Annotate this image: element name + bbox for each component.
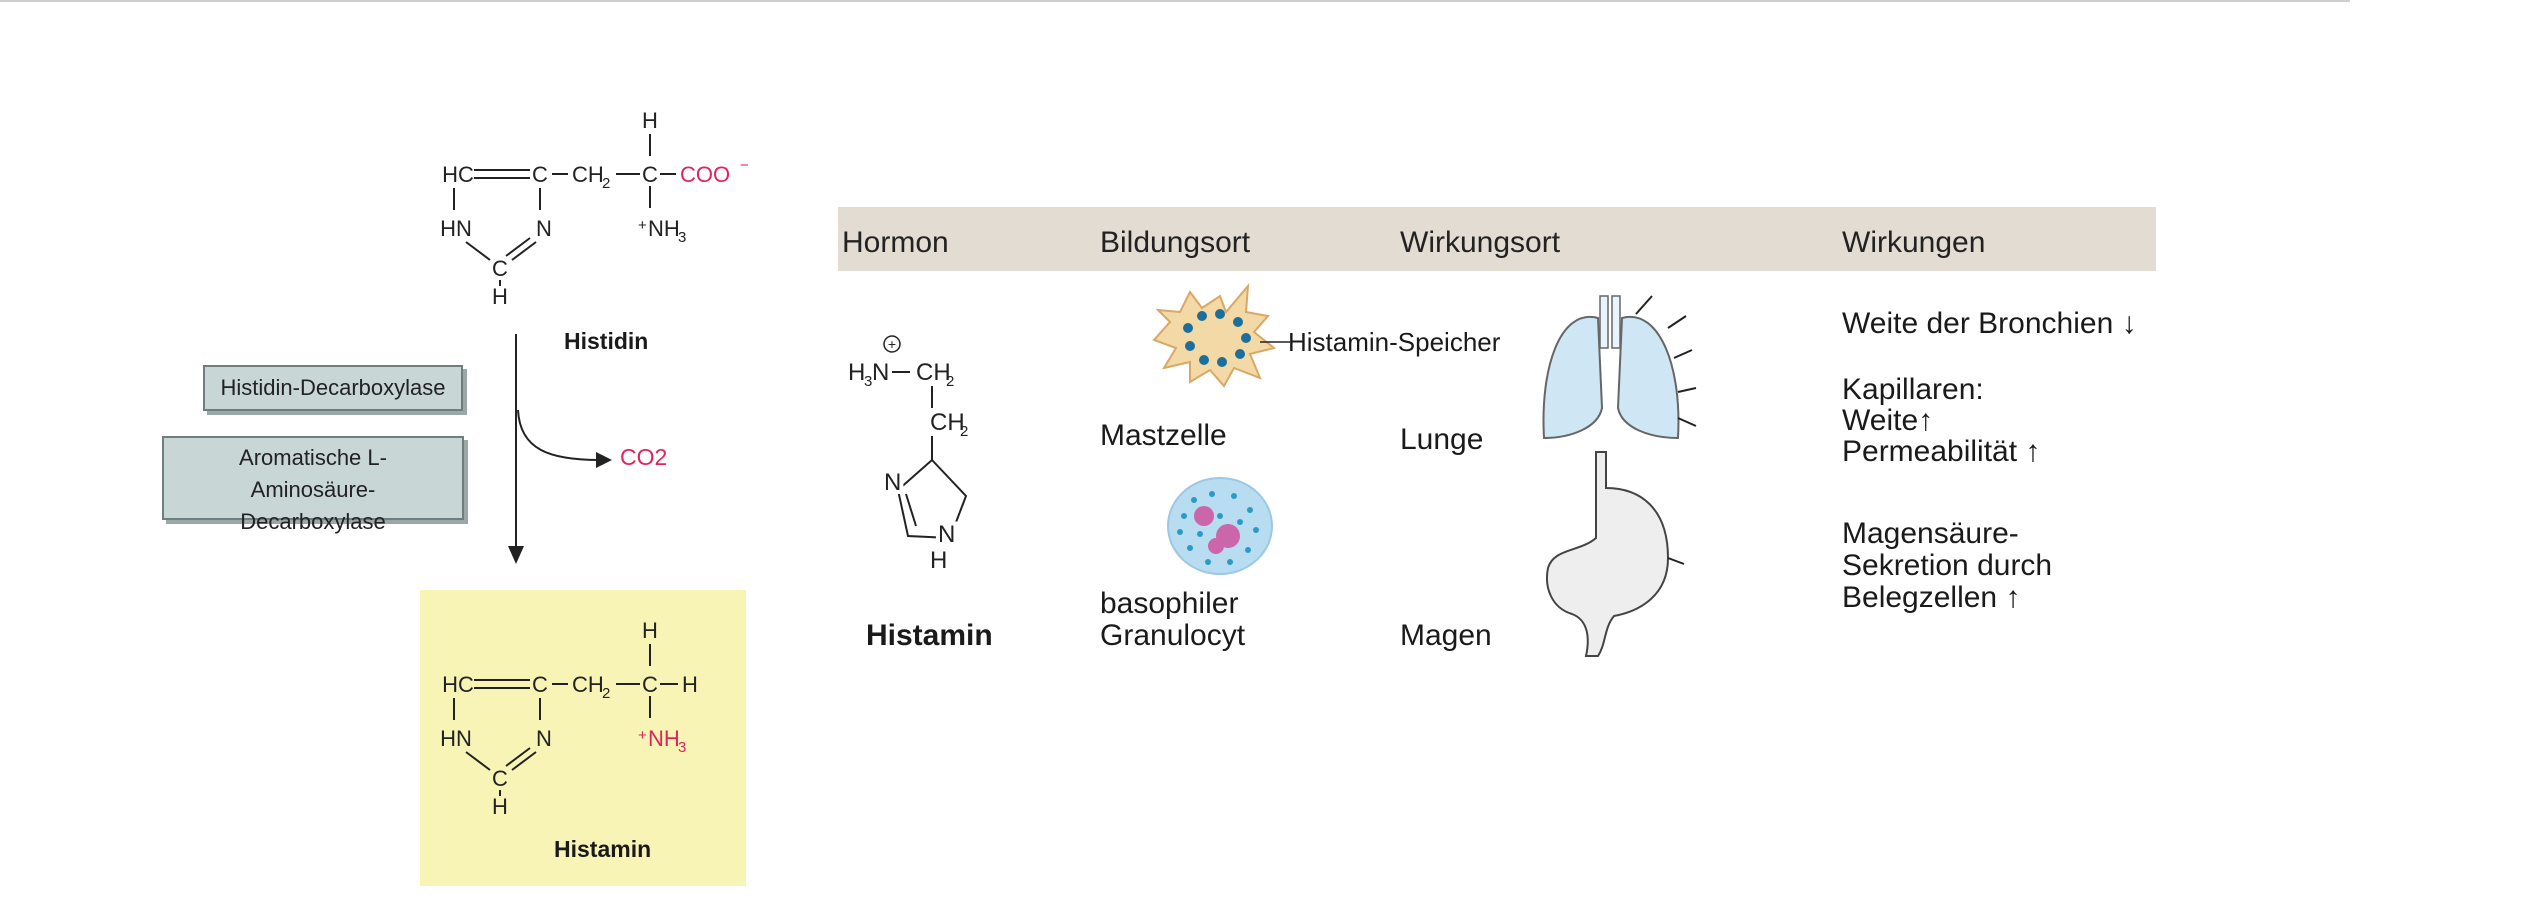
svg-text:H: H bbox=[492, 794, 508, 819]
svg-text:HC: HC bbox=[442, 162, 474, 187]
granulocyt-line1: basophiler bbox=[1100, 587, 1239, 620]
svg-text:3: 3 bbox=[864, 373, 872, 390]
stomach-icon bbox=[1546, 451, 1685, 657]
mast-cell-icon bbox=[1152, 282, 1290, 388]
histamine-structure: H HC C CH2 C H + NH3 HN N C H bbox=[440, 618, 698, 819]
svg-text:C: C bbox=[492, 256, 508, 281]
svg-text:N: N bbox=[872, 359, 889, 386]
svg-text:N: N bbox=[536, 216, 552, 241]
svg-text:NH: NH bbox=[648, 216, 680, 241]
svg-text:3: 3 bbox=[678, 229, 686, 246]
organ-lunge: Lunge bbox=[1400, 423, 1484, 456]
effect-magen-line2: Sekretion durch bbox=[1842, 549, 2053, 582]
svg-text:C: C bbox=[642, 162, 658, 187]
svg-text:C: C bbox=[532, 672, 548, 697]
basophil-icon bbox=[1167, 477, 1273, 575]
reaction-arrows bbox=[508, 334, 612, 564]
svg-text:H: H bbox=[642, 618, 658, 643]
effect-kapillaren-permeabilitaet: Permeabilität ↑ bbox=[1842, 435, 2041, 468]
svg-text:H: H bbox=[642, 108, 658, 133]
histamine-product-label: Histamin bbox=[554, 836, 652, 862]
svg-text:NH: NH bbox=[648, 726, 680, 751]
co2-label: CO2 bbox=[620, 444, 668, 470]
effect-kapillaren-weite: Weite↑ bbox=[1842, 404, 1934, 437]
svg-text:N: N bbox=[938, 521, 955, 548]
lung-icon bbox=[1542, 295, 1697, 440]
header-bildungsort: Bildungsort bbox=[1100, 226, 1251, 259]
organ-magen: Magen bbox=[1400, 619, 1492, 652]
svg-text:H: H bbox=[682, 672, 698, 697]
granulocyt-line2: Granulocyt bbox=[1100, 619, 1246, 652]
svg-text:HC: HC bbox=[442, 672, 474, 697]
svg-text:2: 2 bbox=[960, 423, 968, 440]
svg-text:+: + bbox=[638, 217, 647, 234]
svg-text:H: H bbox=[492, 284, 508, 309]
svg-text:2: 2 bbox=[602, 685, 610, 702]
svg-text:CH: CH bbox=[572, 672, 604, 697]
enzyme-aromatic-decarboxylase: Aromatische L-Aminosäure-Decarboxylase bbox=[162, 436, 464, 534]
svg-text:N: N bbox=[884, 469, 901, 496]
histamin-speicher-annotation: Histamin-Speicher bbox=[1288, 327, 1501, 357]
svg-text:2: 2 bbox=[946, 373, 954, 390]
svg-text:−: − bbox=[740, 157, 749, 174]
effect-bronchien: Weite der Bronchien ↓ bbox=[1842, 307, 2137, 340]
effect-magen-line3: Belegzellen ↑ bbox=[1842, 581, 2021, 614]
svg-text:N: N bbox=[938, 521, 955, 548]
effect-kapillaren-title: Kapillaren: bbox=[1842, 373, 1984, 406]
effect-magen-line1: Magensäure- bbox=[1842, 517, 2019, 550]
mastzelle-label: Mastzelle bbox=[1100, 419, 1227, 452]
svg-text:+: + bbox=[638, 727, 647, 744]
svg-text:H: H bbox=[930, 547, 947, 574]
svg-text:CH: CH bbox=[916, 359, 951, 386]
svg-text:2: 2 bbox=[602, 175, 610, 192]
histidine-label: Histidin bbox=[564, 328, 649, 354]
svg-text:CH: CH bbox=[930, 409, 965, 436]
svg-text:N: N bbox=[536, 726, 552, 751]
svg-text:C: C bbox=[532, 162, 548, 187]
svg-text:CH: CH bbox=[572, 162, 604, 187]
svg-text:+: + bbox=[888, 336, 896, 352]
header-wirkungen: Wirkungen bbox=[1842, 226, 1986, 259]
table-header-bar bbox=[838, 207, 2156, 271]
hormone-name: Histamin bbox=[866, 619, 993, 652]
svg-text:C: C bbox=[492, 766, 508, 791]
enzyme-histidine-decarboxylase: Histidin-Decarboxylase bbox=[203, 365, 463, 411]
svg-text:C: C bbox=[642, 672, 658, 697]
header-wirkungsort: Wirkungsort bbox=[1400, 226, 1561, 259]
histamine-product-box bbox=[420, 590, 746, 886]
histidine-structure: H HC C CH2 C COO − + NH3 HN N C H bbox=[440, 108, 749, 309]
header-hormon: Hormon bbox=[842, 226, 949, 259]
svg-text:N: N bbox=[884, 469, 901, 496]
top-divider bbox=[0, 0, 2350, 2]
svg-text:3: 3 bbox=[678, 739, 686, 756]
svg-text:COO: COO bbox=[680, 162, 730, 187]
svg-text:H: H bbox=[848, 359, 865, 386]
histamine-formula-small: + H3 N CH2 CH2 N N N N H bbox=[848, 335, 968, 574]
svg-text:HN: HN bbox=[440, 726, 472, 751]
svg-text:HN: HN bbox=[440, 216, 472, 241]
